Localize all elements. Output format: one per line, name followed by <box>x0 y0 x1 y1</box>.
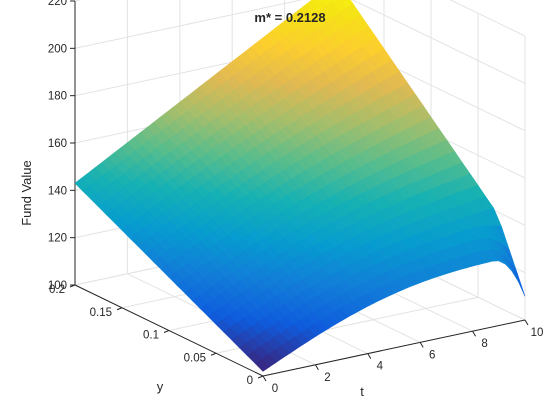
y-axis-label: y <box>157 379 164 394</box>
x-axis-line <box>262 319 526 377</box>
surface-patch <box>254 358 271 372</box>
y-tick-mark <box>163 330 170 333</box>
y-tick-mark <box>257 375 264 379</box>
y-tick-label: 0.15 <box>90 307 112 319</box>
z-axis-label: Fund Value <box>19 160 34 226</box>
y-tick-mark <box>116 307 123 311</box>
x-tick-mark <box>367 353 372 359</box>
z-gridline <box>74 0 526 84</box>
x-tick-mark <box>524 319 529 326</box>
z-gridline <box>74 0 526 37</box>
x-tick-mark <box>472 330 477 337</box>
x-tick-label: 6 <box>429 349 435 361</box>
y-tick-label: 0.05 <box>184 352 206 364</box>
tick-labels: 024681000.050.10.150.2100120140160180200… <box>48 0 544 395</box>
x-tick-mark <box>262 375 267 382</box>
y-tick-label: 0.2 <box>49 284 65 296</box>
z-tick-label: 120 <box>48 233 67 245</box>
x-tick-label: 4 <box>377 361 384 373</box>
x-tick-mark <box>314 364 319 371</box>
y-tick-label: 0 <box>247 375 253 387</box>
z-tick-label: 180 <box>48 91 67 103</box>
y-tick-mark <box>210 352 217 356</box>
x-tick-label: 10 <box>531 327 544 339</box>
x-tick-mark <box>419 342 424 348</box>
fund-value-surface <box>74 0 526 372</box>
x-tick-label: 0 <box>272 383 278 395</box>
z-tick-label: 220 <box>48 0 67 8</box>
z-tick-label: 160 <box>48 138 67 150</box>
chart-title: m* = 0.2128 <box>254 10 325 25</box>
x-axis-label: t <box>360 384 364 399</box>
x-tick-label: 2 <box>324 372 330 384</box>
z-tick-label: 140 <box>48 185 67 197</box>
z-tick-label: 100 <box>48 280 67 292</box>
x-tick-label: 8 <box>481 338 487 350</box>
y-tick-label: 0.1 <box>143 330 159 342</box>
z-tick-label: 200 <box>48 43 67 55</box>
